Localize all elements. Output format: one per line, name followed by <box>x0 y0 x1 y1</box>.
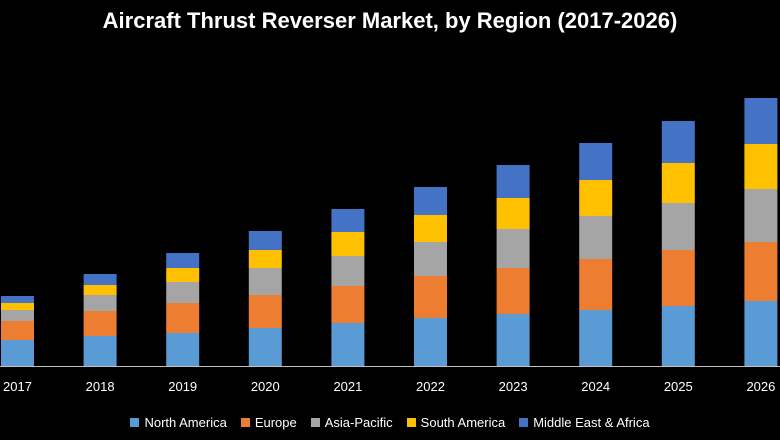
legend-item: Europe <box>240 415 297 430</box>
bar-segment-2024-2 <box>579 216 613 259</box>
bar-segment-2018-3 <box>83 285 117 295</box>
x-tick-label: 2026 <box>746 379 775 394</box>
bar-segment-2024-4 <box>579 143 613 180</box>
bar-segment-2020-0 <box>248 328 282 366</box>
x-tick-label: 2021 <box>333 379 362 394</box>
bar-segment-2017-0 <box>1 340 34 366</box>
legend-swatch <box>130 418 140 427</box>
legend-label: Middle East & Africa <box>533 415 650 430</box>
bar-segment-2020-3 <box>248 250 282 268</box>
bar-segment-2022-3 <box>414 215 447 242</box>
legend-item: Middle East & Africa <box>519 415 650 430</box>
legend-swatch <box>406 418 416 427</box>
bar-segment-2023-4 <box>496 165 530 198</box>
legend-label: South America <box>420 415 506 430</box>
legend-swatch <box>519 418 529 427</box>
legend-swatch <box>310 418 320 427</box>
bar-segment-2020-2 <box>248 268 282 295</box>
x-tick-label: 2024 <box>581 379 610 394</box>
bar-segment-2017-4 <box>1 296 34 303</box>
bar-segment-2026-1 <box>744 242 778 301</box>
bar-segment-2026-4 <box>744 98 778 144</box>
bar-segment-2026-2 <box>744 189 778 242</box>
bar-segment-2024-0 <box>579 310 613 366</box>
bar-segment-2023-3 <box>496 198 530 229</box>
bar-segment-2021-1 <box>331 286 365 323</box>
legend-label: Europe <box>254 415 297 430</box>
legend-item: South America <box>406 415 506 430</box>
x-tick-label: 2017 <box>3 379 32 394</box>
bar-segment-2021-3 <box>331 232 365 256</box>
x-tick-label: 2022 <box>416 379 445 394</box>
bar-segment-2026-3 <box>744 144 778 189</box>
bar-segment-2021-0 <box>331 323 365 366</box>
legend-item: North America <box>130 415 227 430</box>
bar-segment-2018-2 <box>83 295 117 311</box>
bar-segment-2023-0 <box>496 314 530 366</box>
bar-segment-2019-4 <box>166 253 200 268</box>
bar-segment-2025-3 <box>661 163 695 203</box>
x-tick-label: 2023 <box>499 379 528 394</box>
legend: North America Europe Asia-Pacific South Ame… <box>0 415 780 430</box>
bar-segment-2022-1 <box>414 276 447 318</box>
bar-segment-2023-2 <box>496 229 530 268</box>
bar-segment-2022-2 <box>414 242 447 276</box>
bar-segment-2026-0 <box>744 301 778 366</box>
bar-segment-2025-1 <box>661 250 695 306</box>
bar-segment-2022-0 <box>414 318 447 366</box>
bar-segment-2018-1 <box>83 311 117 336</box>
bar-segment-2017-2 <box>1 310 34 321</box>
bar-segment-2019-3 <box>166 268 200 282</box>
bar-segment-2025-0 <box>661 306 695 366</box>
bar-segment-2018-4 <box>83 274 117 285</box>
bar-segment-2020-4 <box>248 231 282 250</box>
legend-label: North America <box>144 415 227 430</box>
bar-segment-2018-0 <box>83 336 117 366</box>
bar-segment-2017-1 <box>1 321 34 340</box>
chart-title: Aircraft Thrust Reverser Market, by Regi… <box>102 8 678 33</box>
legend-label: Asia-Pacific <box>324 415 393 430</box>
bar-segment-2019-2 <box>166 282 200 303</box>
bar-segment-2025-2 <box>661 203 695 250</box>
bar-segment-2019-1 <box>166 303 200 333</box>
x-tick-label: 2019 <box>168 379 197 394</box>
bar-segment-2021-2 <box>331 256 365 286</box>
legend-swatch <box>240 418 250 427</box>
bar-segment-2017-3 <box>1 303 34 310</box>
x-tick-label: 2025 <box>664 379 693 394</box>
bar-segment-2022-4 <box>414 187 447 215</box>
x-tick-label: 2018 <box>86 379 115 394</box>
bar-segment-2020-1 <box>248 295 282 328</box>
bar-segment-2024-3 <box>579 180 613 216</box>
bar-segment-2024-1 <box>579 259 613 310</box>
legend-item: Asia-Pacific <box>310 415 393 430</box>
x-tick-label: 2020 <box>251 379 280 394</box>
bar-segment-2021-4 <box>331 209 365 232</box>
bar-segment-2023-1 <box>496 268 530 314</box>
bar-segment-2025-4 <box>661 121 695 163</box>
bar-segment-2019-0 <box>166 333 200 366</box>
stacked-bar-chart: 2017 2018 2019 2020 2021 2022 2023 2024 2025 2026 <box>0 98 780 394</box>
